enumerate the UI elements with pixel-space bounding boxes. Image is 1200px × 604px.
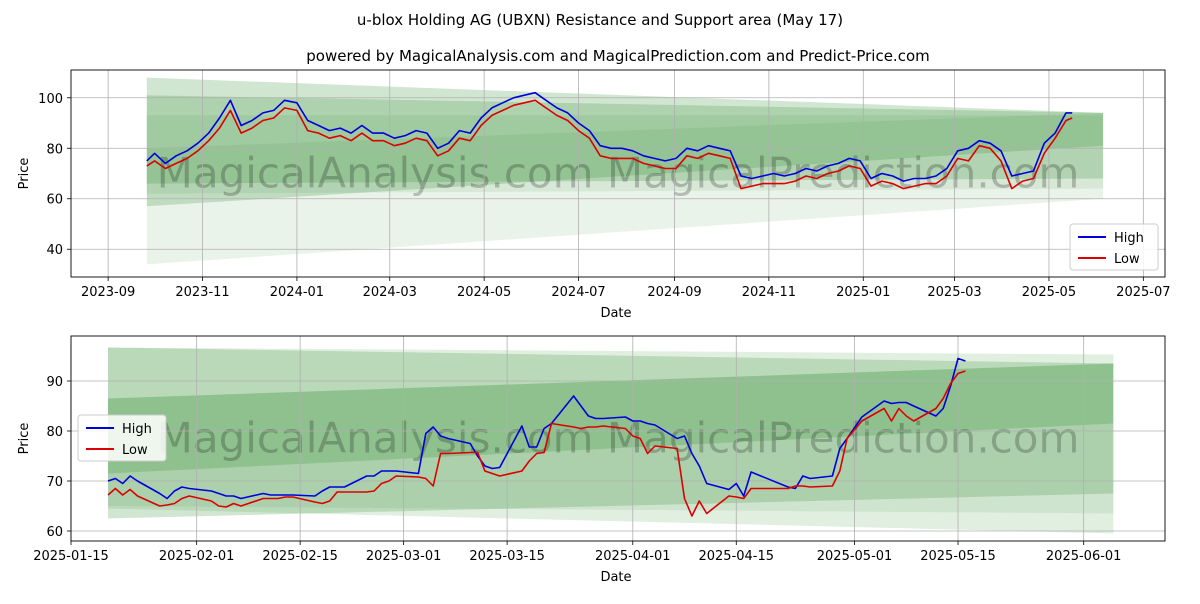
x-tick-label: 2025-07	[1116, 285, 1170, 300]
legend-label-high: High	[1114, 231, 1144, 246]
legend: High Low	[1069, 223, 1159, 271]
x-tick-label: 2024-09	[647, 285, 701, 300]
legend-label-low: Low	[122, 443, 148, 458]
x-tick-label: 2025-03-01	[366, 549, 442, 564]
plot-frame	[70, 69, 1166, 278]
x-tick-label: 2023-11	[175, 285, 229, 300]
grid	[71, 70, 1165, 277]
x-tick-label: 2025-02-15	[262, 549, 338, 564]
y-tick-label: 80	[46, 425, 63, 440]
x-tick-label: 2025-03	[927, 285, 981, 300]
legend: High Low	[77, 414, 167, 462]
x-tick-label: 2024-01	[270, 285, 324, 300]
x-tick-label: 2024-05	[457, 285, 511, 300]
x-tick-label: 2025-05-15	[920, 549, 996, 564]
x-tick-label: 2025-04-01	[595, 549, 671, 564]
band-1	[108, 347, 1114, 534]
watermark: MagicalAnalysis.com MagicalPrediction.co…	[157, 149, 1080, 198]
plot-frame	[70, 335, 1166, 542]
legend-label-low: Low	[1114, 252, 1140, 267]
band-4	[108, 363, 1114, 514]
chart-panel-1: MagicalAnalysis.com MagicalPrediction.co…	[17, 69, 1171, 321]
y-tick-label: 60	[46, 525, 63, 540]
series-group	[146, 91, 1073, 190]
chart-subtitle: powered by MagicalAnalysis.com and Magic…	[306, 47, 930, 65]
y-axis-label: Price	[17, 423, 32, 455]
y-tick-label: 100	[38, 92, 63, 107]
x-tick-label: 2024-07	[551, 285, 605, 300]
x-tick-label: 2025-06-01	[1046, 549, 1122, 564]
x-tick-label: 2025-01-15	[33, 549, 109, 564]
x-tick-label: 2025-03-15	[469, 549, 545, 564]
series-line-high	[107, 357, 966, 500]
watermark: MagicalAnalysis.com MagicalPrediction.co…	[157, 414, 1080, 463]
x-tick-label: 2025-05	[1022, 285, 1076, 300]
series-group	[107, 357, 966, 517]
band-4	[146, 112, 1104, 265]
x-tick-label: 2024-03	[363, 285, 417, 300]
series-line-low	[107, 370, 966, 517]
band-1	[146, 77, 1104, 207]
y-tick-label: 70	[46, 475, 63, 490]
chart-title: u-blox Holding AG (UBXN) Resistance and …	[357, 11, 843, 29]
y-tick-label: 80	[46, 142, 63, 157]
x-tick-label: 2023-09	[81, 285, 135, 300]
x-axis-label: Date	[600, 306, 631, 321]
y-tick-label: 90	[46, 375, 63, 390]
x-tick-label: 2025-02-01	[159, 549, 235, 564]
x-tick-label: 2025-01	[836, 285, 890, 300]
y-tick-label: 40	[46, 243, 63, 258]
y-axis-label: Price	[17, 158, 32, 190]
series-line-low	[146, 99, 1073, 190]
x-tick-label: 2025-04-15	[698, 549, 774, 564]
band-2	[108, 347, 1114, 474]
series-line-high	[146, 91, 1073, 182]
band-2	[146, 95, 1104, 184]
y-tick-label: 60	[46, 193, 63, 208]
legend-label-high: High	[122, 422, 152, 437]
chart-panel-2: MagicalAnalysis.com MagicalPrediction.co…	[17, 335, 1166, 585]
x-axis-label: Date	[600, 570, 631, 585]
x-tick-label: 2025-05-01	[817, 549, 893, 564]
x-tick-label: 2024-11	[742, 285, 796, 300]
